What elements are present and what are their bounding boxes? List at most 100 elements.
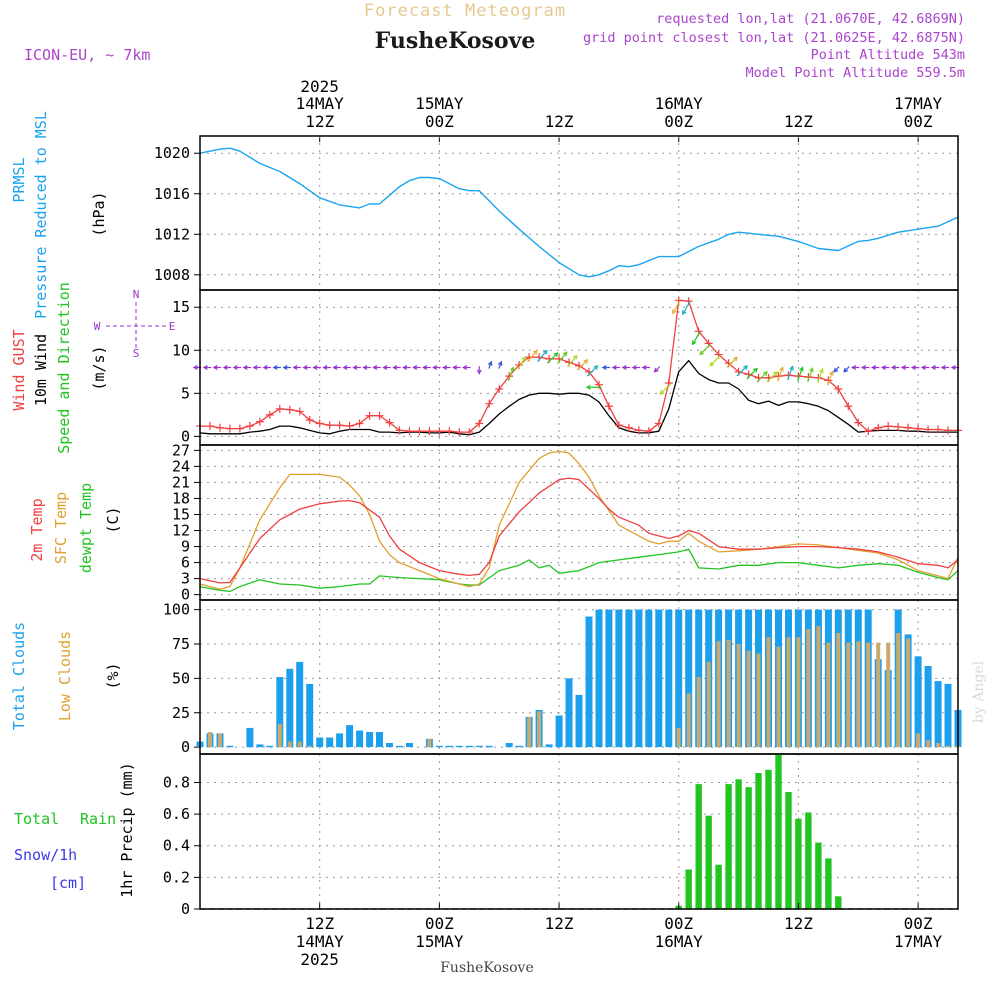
low-cloud-bar xyxy=(686,693,691,748)
clouds-ytick-label: 50 xyxy=(172,669,190,687)
wind-arrowhead xyxy=(890,365,896,370)
total-cloud-bar xyxy=(655,609,663,748)
low-cloud-bar xyxy=(866,642,871,748)
gust-point xyxy=(235,424,244,433)
pressure-line xyxy=(199,147,959,278)
gust-point xyxy=(834,385,843,394)
wind-arrow xyxy=(527,350,538,362)
top-axis-label: 00Z xyxy=(664,112,693,131)
wind-arrowhead xyxy=(789,365,794,371)
gust-point xyxy=(345,422,354,431)
wind-arrow xyxy=(672,300,681,314)
top-axis-label: 00Z xyxy=(904,112,933,131)
temp-ytick-label: 15 xyxy=(172,505,190,523)
precip-ytick-label: 0 xyxy=(181,900,190,918)
wind-arrowhead xyxy=(392,365,398,370)
total-cloud-bar xyxy=(316,737,324,748)
wind-arrowhead xyxy=(432,365,438,370)
precip-frame xyxy=(199,753,959,910)
total-cloud-bar xyxy=(585,616,593,748)
total-cloud-bar xyxy=(505,743,513,748)
total-cloud-bar xyxy=(465,745,473,748)
wind-arrowhead xyxy=(509,366,515,372)
low-cloud-bar xyxy=(307,745,312,748)
top-axis-label: 2025 xyxy=(300,77,339,96)
compass-w: W xyxy=(94,320,101,333)
temp-dewpt-label: dewpt Temp xyxy=(77,483,95,573)
wind-arrow xyxy=(692,331,701,345)
gust-point xyxy=(285,405,294,414)
top-axis-label: 12Z xyxy=(305,112,334,131)
total-cloud-bar xyxy=(675,609,683,748)
wind-arrowhead xyxy=(222,365,228,370)
wind-arrowhead xyxy=(621,365,627,370)
gust-point xyxy=(634,426,643,435)
rain-bar xyxy=(795,818,802,909)
wind-arrowhead xyxy=(402,365,408,370)
wind-arrowhead xyxy=(799,366,804,372)
total-cloud-bar xyxy=(326,737,334,748)
wind-arrow xyxy=(826,371,834,386)
top-axis-label: 16MAY xyxy=(655,94,704,113)
compass-icon: N S W E xyxy=(94,288,176,360)
compass-e: E xyxy=(169,320,176,333)
model-altitude: Model Point Altitude 559.5m xyxy=(746,65,965,81)
wind-arrowhead xyxy=(322,365,328,370)
gust-point xyxy=(465,428,474,437)
watermark: by Angel xyxy=(971,660,987,723)
gust-point xyxy=(365,411,374,420)
total-cloud-bar xyxy=(615,609,623,748)
clouds-unit: (%) xyxy=(104,662,122,689)
rain-bar xyxy=(725,784,732,909)
low-cloud-bar xyxy=(746,650,751,748)
wind-arrow xyxy=(709,355,721,367)
gust-point xyxy=(604,402,613,411)
wind-arrowhead xyxy=(930,365,936,370)
gust-point xyxy=(624,423,633,432)
bottom-axis-label: 12Z xyxy=(305,914,334,933)
clouds-ytick-label: 0 xyxy=(181,738,190,756)
total-cloud-bar xyxy=(396,745,403,748)
wind-arrowhead xyxy=(487,360,493,366)
low-cloud-bar xyxy=(716,641,721,748)
low-cloud-bar xyxy=(277,723,282,748)
wind-arrow xyxy=(699,343,711,355)
wind-arrowhead xyxy=(653,367,659,373)
pressure-ytick-label: 1008 xyxy=(154,266,190,284)
rain-label-total: Total xyxy=(14,810,59,828)
wind-arrowhead xyxy=(672,309,677,315)
wind-arrow xyxy=(807,368,814,383)
gust-point xyxy=(864,427,873,436)
wind-arrowhead xyxy=(601,365,607,370)
gust-point xyxy=(245,422,254,431)
low-cloud-bar xyxy=(906,638,911,748)
wind-arrow xyxy=(777,367,784,382)
gust-point xyxy=(315,419,324,428)
wind-10m-label: 10m Wind xyxy=(32,334,50,406)
wind-arrowhead xyxy=(553,352,559,357)
wind-arrowhead xyxy=(242,365,248,370)
wind-arrowhead xyxy=(631,365,637,370)
bottom-axis-label: 14MAY xyxy=(296,932,345,951)
total-cloud-bar xyxy=(645,609,653,748)
total-cloud-bar xyxy=(356,730,364,748)
clouds-ytick-label: 25 xyxy=(172,704,190,722)
gust-point xyxy=(205,422,214,431)
location-title: FusheKosove xyxy=(375,28,536,54)
gust-point xyxy=(215,423,224,432)
sfc-temp-line xyxy=(199,450,959,590)
pressure-unit: (hPa) xyxy=(90,191,108,236)
gust-point xyxy=(904,423,913,432)
gust-point xyxy=(475,419,484,428)
total-cloud-bar xyxy=(256,744,264,748)
rain-bar xyxy=(705,815,712,909)
total-cloud-bar xyxy=(605,609,613,748)
rain-bar xyxy=(775,754,782,909)
wind-arrow xyxy=(797,367,804,382)
total-cloud-bar xyxy=(286,668,294,748)
top-axis-label: 17MAY xyxy=(894,94,943,113)
wind-arrowhead xyxy=(382,365,388,370)
temp-ytick-label: 9 xyxy=(181,538,190,556)
low-cloud-bar xyxy=(806,628,811,748)
